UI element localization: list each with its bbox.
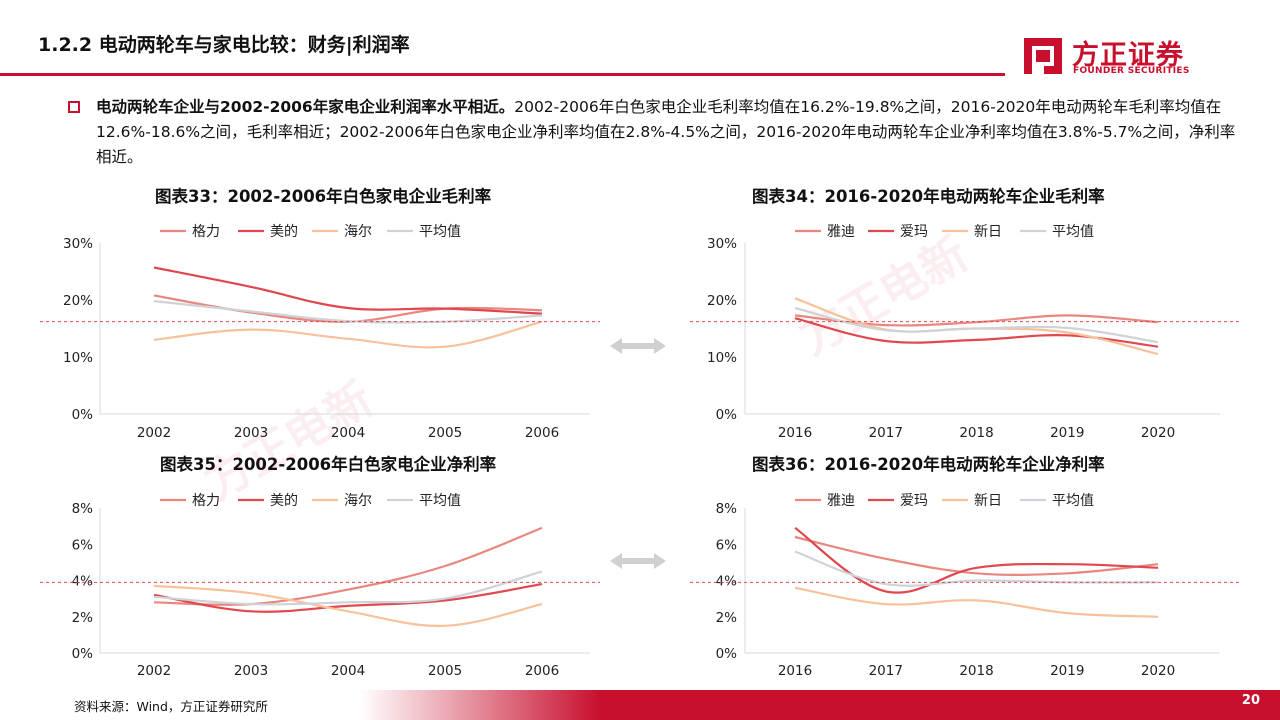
source-note: 资料来源：Wind，方正证券研究所 <box>74 699 268 714</box>
legend-label: 美的 <box>270 493 298 509</box>
series-line-美的 <box>153 583 543 613</box>
y-tick-label: 4% <box>716 574 738 590</box>
series-line-格力 <box>153 526 543 606</box>
x-tick-label: 2005 <box>428 663 462 679</box>
founder-logo-icon <box>1024 38 1062 74</box>
x-tick-label: 2018 <box>959 425 993 441</box>
x-tick-label: 2016 <box>778 425 812 441</box>
y-tick-label: 0% <box>72 646 94 662</box>
logo-text-en: FOUNDER SECURITIES <box>1073 66 1190 76</box>
x-tick-label: 2004 <box>331 663 365 679</box>
logo-text-cn: 方正证券 <box>1072 40 1184 71</box>
y-tick-label: 0% <box>72 407 94 423</box>
legend-label: 雅迪 <box>827 224 855 240</box>
series-line-海尔 <box>153 584 543 627</box>
series-line-雅迪 <box>794 535 1159 576</box>
y-tick-label: 0% <box>716 407 738 423</box>
bullet-square-icon <box>68 101 80 113</box>
x-tick-label: 2020 <box>1141 425 1175 441</box>
y-tick-label: 4% <box>72 574 94 590</box>
x-tick-label: 2004 <box>331 425 365 441</box>
line-chart-c36: 0% 2% 4% 6% 8% 2016 2017 2018 2019 2020 雅迪 爱玛 新日 平均值 <box>690 493 1240 679</box>
y-tick-label: 10% <box>707 350 737 366</box>
y-tick-label: 6% <box>72 537 94 553</box>
chart-title-35: 图表35：2002-2006年白色家电企业净利率 <box>160 455 497 474</box>
y-tick-label: 8% <box>72 501 94 517</box>
x-tick-label: 2019 <box>1050 425 1084 441</box>
legend-label: 美的 <box>270 224 298 240</box>
y-tick-label: 30% <box>63 236 93 252</box>
series-line-雅迪 <box>794 314 1159 327</box>
legend-label: 爱玛 <box>900 224 928 240</box>
compare-double-arrow-icon <box>610 553 666 569</box>
y-tick-label: 30% <box>707 236 737 252</box>
line-chart-c34: 0% 10% 20% 30% 2016 2017 2018 2019 2020 雅迪 爱玛 新日 平均值 <box>690 224 1240 441</box>
x-tick-label: 2005 <box>428 425 462 441</box>
y-tick-label: 2% <box>716 610 738 626</box>
legend-label: 格力 <box>192 493 220 509</box>
y-tick-label: 10% <box>63 350 93 366</box>
legend-label: 平均值 <box>419 224 461 240</box>
legend-label: 雅迪 <box>827 493 855 509</box>
x-tick-label: 2016 <box>778 663 812 679</box>
x-tick-label: 2017 <box>869 425 903 441</box>
legend-label: 新日 <box>974 224 1002 240</box>
title-divider <box>0 73 1005 76</box>
legend-label: 海尔 <box>344 224 372 240</box>
page-title: 1.2.2 电动两轮车与家电比较：财务|利润率 <box>38 34 410 56</box>
summary-paragraph: 电动两轮车企业与2002-2006年家电企业利润率水平相近。2002-2006年… <box>96 95 1246 170</box>
y-tick-label: 6% <box>716 537 738 553</box>
legend-label: 爱玛 <box>900 493 928 509</box>
footer-fade <box>0 690 600 720</box>
line-chart-c35: 0% 2% 4% 6% 8% 2002 2003 2004 2005 2006 格力 美的 海尔 平均值 <box>40 493 600 679</box>
legend-label: 平均值 <box>1052 224 1094 240</box>
y-tick-label: 8% <box>716 501 738 517</box>
x-tick-label: 2019 <box>1050 663 1084 679</box>
x-tick-label: 2020 <box>1141 663 1175 679</box>
page-number: 20 <box>1241 693 1260 708</box>
y-tick-label: 0% <box>716 646 738 662</box>
series-line-海尔 <box>153 320 543 349</box>
x-tick-label: 2018 <box>959 663 993 679</box>
x-tick-label: 2006 <box>525 663 559 679</box>
x-tick-label: 2002 <box>137 425 171 441</box>
legend-label: 平均值 <box>419 493 461 509</box>
x-tick-label: 2002 <box>137 663 171 679</box>
line-chart-c33: 0% 10% 20% 30% 2002 2003 2004 2005 2006 格力 美的 海尔 平均值 <box>40 224 600 441</box>
legend-label: 新日 <box>974 493 1002 509</box>
compare-double-arrow-icon <box>610 338 666 354</box>
legend-label: 海尔 <box>344 493 372 509</box>
chart-title-36: 图表36：2016-2020年电动两轮车企业净利率 <box>752 455 1105 474</box>
series-line-美的 <box>153 266 543 315</box>
series-line-平均值 <box>794 306 1159 344</box>
chart-title-33: 图表33：2002-2006年白色家电企业毛利率 <box>155 187 492 206</box>
x-tick-label: 2003 <box>234 425 268 441</box>
series-line-平均值 <box>153 570 543 606</box>
x-tick-label: 2017 <box>869 663 903 679</box>
legend-label: 平均值 <box>1052 493 1094 509</box>
series-line-平均值 <box>153 300 543 324</box>
series-line-新日 <box>794 297 1159 356</box>
y-tick-label: 20% <box>707 293 737 309</box>
legend-label: 格力 <box>192 224 220 240</box>
x-tick-label: 2003 <box>234 663 268 679</box>
company-logo: 方正证券 FOUNDER SECURITIES <box>1022 36 1242 80</box>
y-tick-label: 2% <box>72 610 94 626</box>
chart-title-34: 图表34：2016-2020年电动两轮车企业毛利率 <box>752 187 1105 206</box>
summary-lead: 电动两轮车企业与2002-2006年家电企业利润率水平相近。 <box>96 98 515 116</box>
summary-body: 2002-2006年白色家电企业毛利率均值在16.2%-19.8%之间，2016… <box>96 98 1236 166</box>
series-line-新日 <box>794 586 1159 618</box>
x-tick-label: 2006 <box>525 425 559 441</box>
y-tick-label: 20% <box>63 293 93 309</box>
